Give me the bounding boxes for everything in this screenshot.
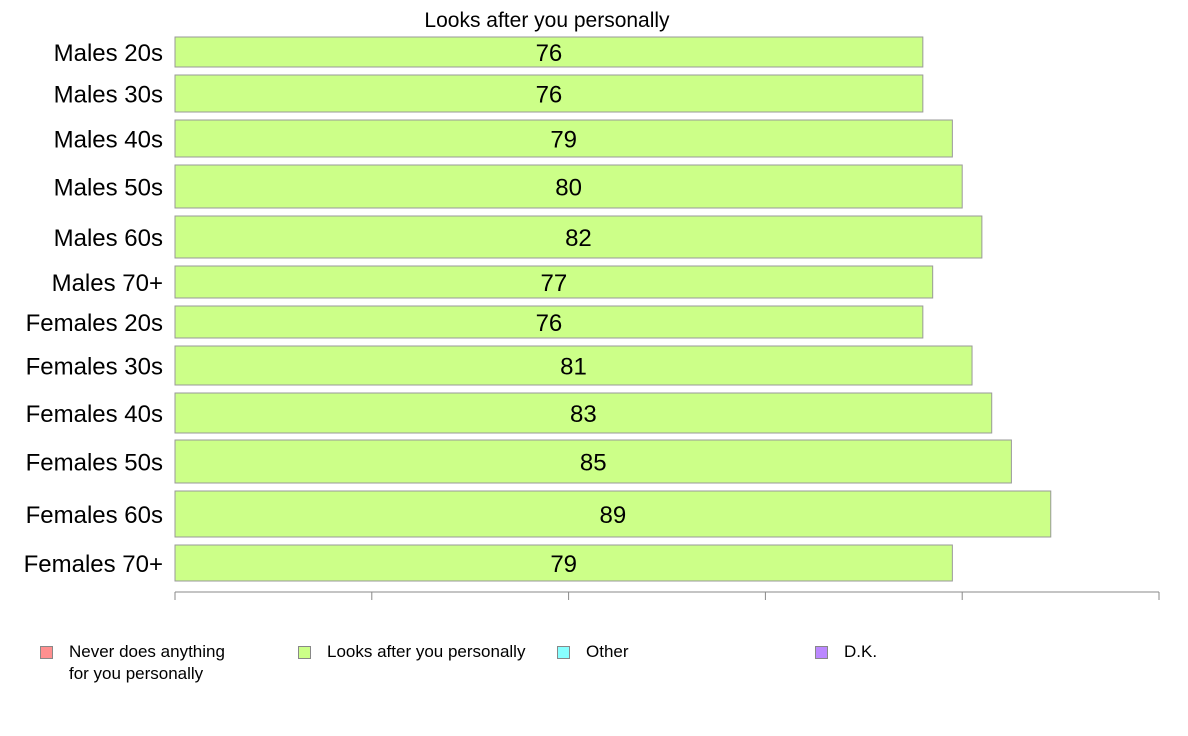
data-label: 76: [536, 40, 563, 67]
bar-3: [174, 164, 963, 209]
category-label: Females 20s: [26, 310, 163, 337]
legend-item-other: Other: [557, 641, 629, 663]
category-label: Males 70+: [52, 270, 163, 297]
category-label: Females 40s: [26, 401, 163, 428]
category-label: Females 30s: [26, 354, 163, 381]
data-label: 85: [580, 450, 607, 477]
bar-1: [174, 74, 924, 113]
data-label: 82: [565, 225, 592, 252]
bar-7: [174, 345, 973, 386]
legend-swatch-looks-after: [298, 646, 311, 659]
legend-item-never: Never does anything for you personally: [40, 641, 225, 685]
category-label: Females 60s: [26, 502, 163, 529]
category-label: Females 50s: [26, 450, 163, 477]
category-label: Males 60s: [54, 225, 163, 252]
bar-8: [174, 392, 993, 434]
bar-6: [174, 305, 924, 339]
data-label: 76: [536, 82, 563, 109]
data-label: 79: [550, 551, 577, 578]
category-label: Males 50s: [54, 175, 163, 202]
category-label: Males 30s: [54, 82, 163, 109]
legend-label-other: Other: [586, 642, 629, 661]
bar-0: [174, 36, 924, 68]
category-label: Females 70+: [24, 551, 163, 578]
legend-swatch-never: [40, 646, 53, 659]
bar-4: [174, 215, 983, 259]
data-label: 76: [536, 310, 563, 337]
bar-9: [174, 439, 1012, 484]
data-label: 81: [560, 354, 587, 381]
bar-10: [174, 490, 1052, 538]
bar-5: [174, 265, 934, 299]
legend-label-looks-after: Looks after you personally: [327, 642, 526, 661]
legend: Never does anything for you personally L…: [0, 641, 1188, 701]
chart-title: Looks after you personally: [424, 9, 670, 32]
data-label: 79: [550, 127, 577, 154]
legend-item-looks-after: Looks after you personally: [298, 641, 525, 663]
category-label: Males 40s: [54, 127, 163, 154]
data-label: 77: [540, 270, 567, 297]
data-label: 89: [600, 502, 627, 529]
legend-swatch-dk: [815, 646, 828, 659]
legend-label-never: Never does anything for you personally: [69, 642, 225, 683]
bar-2: [174, 119, 953, 158]
bar-11: [174, 544, 953, 582]
category-label: Males 20s: [54, 40, 163, 67]
data-label: 83: [570, 401, 597, 428]
data-label: 80: [555, 175, 582, 202]
legend-swatch-other: [557, 646, 570, 659]
legend-label-dk: D.K.: [844, 642, 878, 661]
legend-item-dk: D.K.: [815, 641, 877, 663]
bar-chart: Looks after you personally Males 20s 76 Ma…: [24, 9, 1160, 600]
